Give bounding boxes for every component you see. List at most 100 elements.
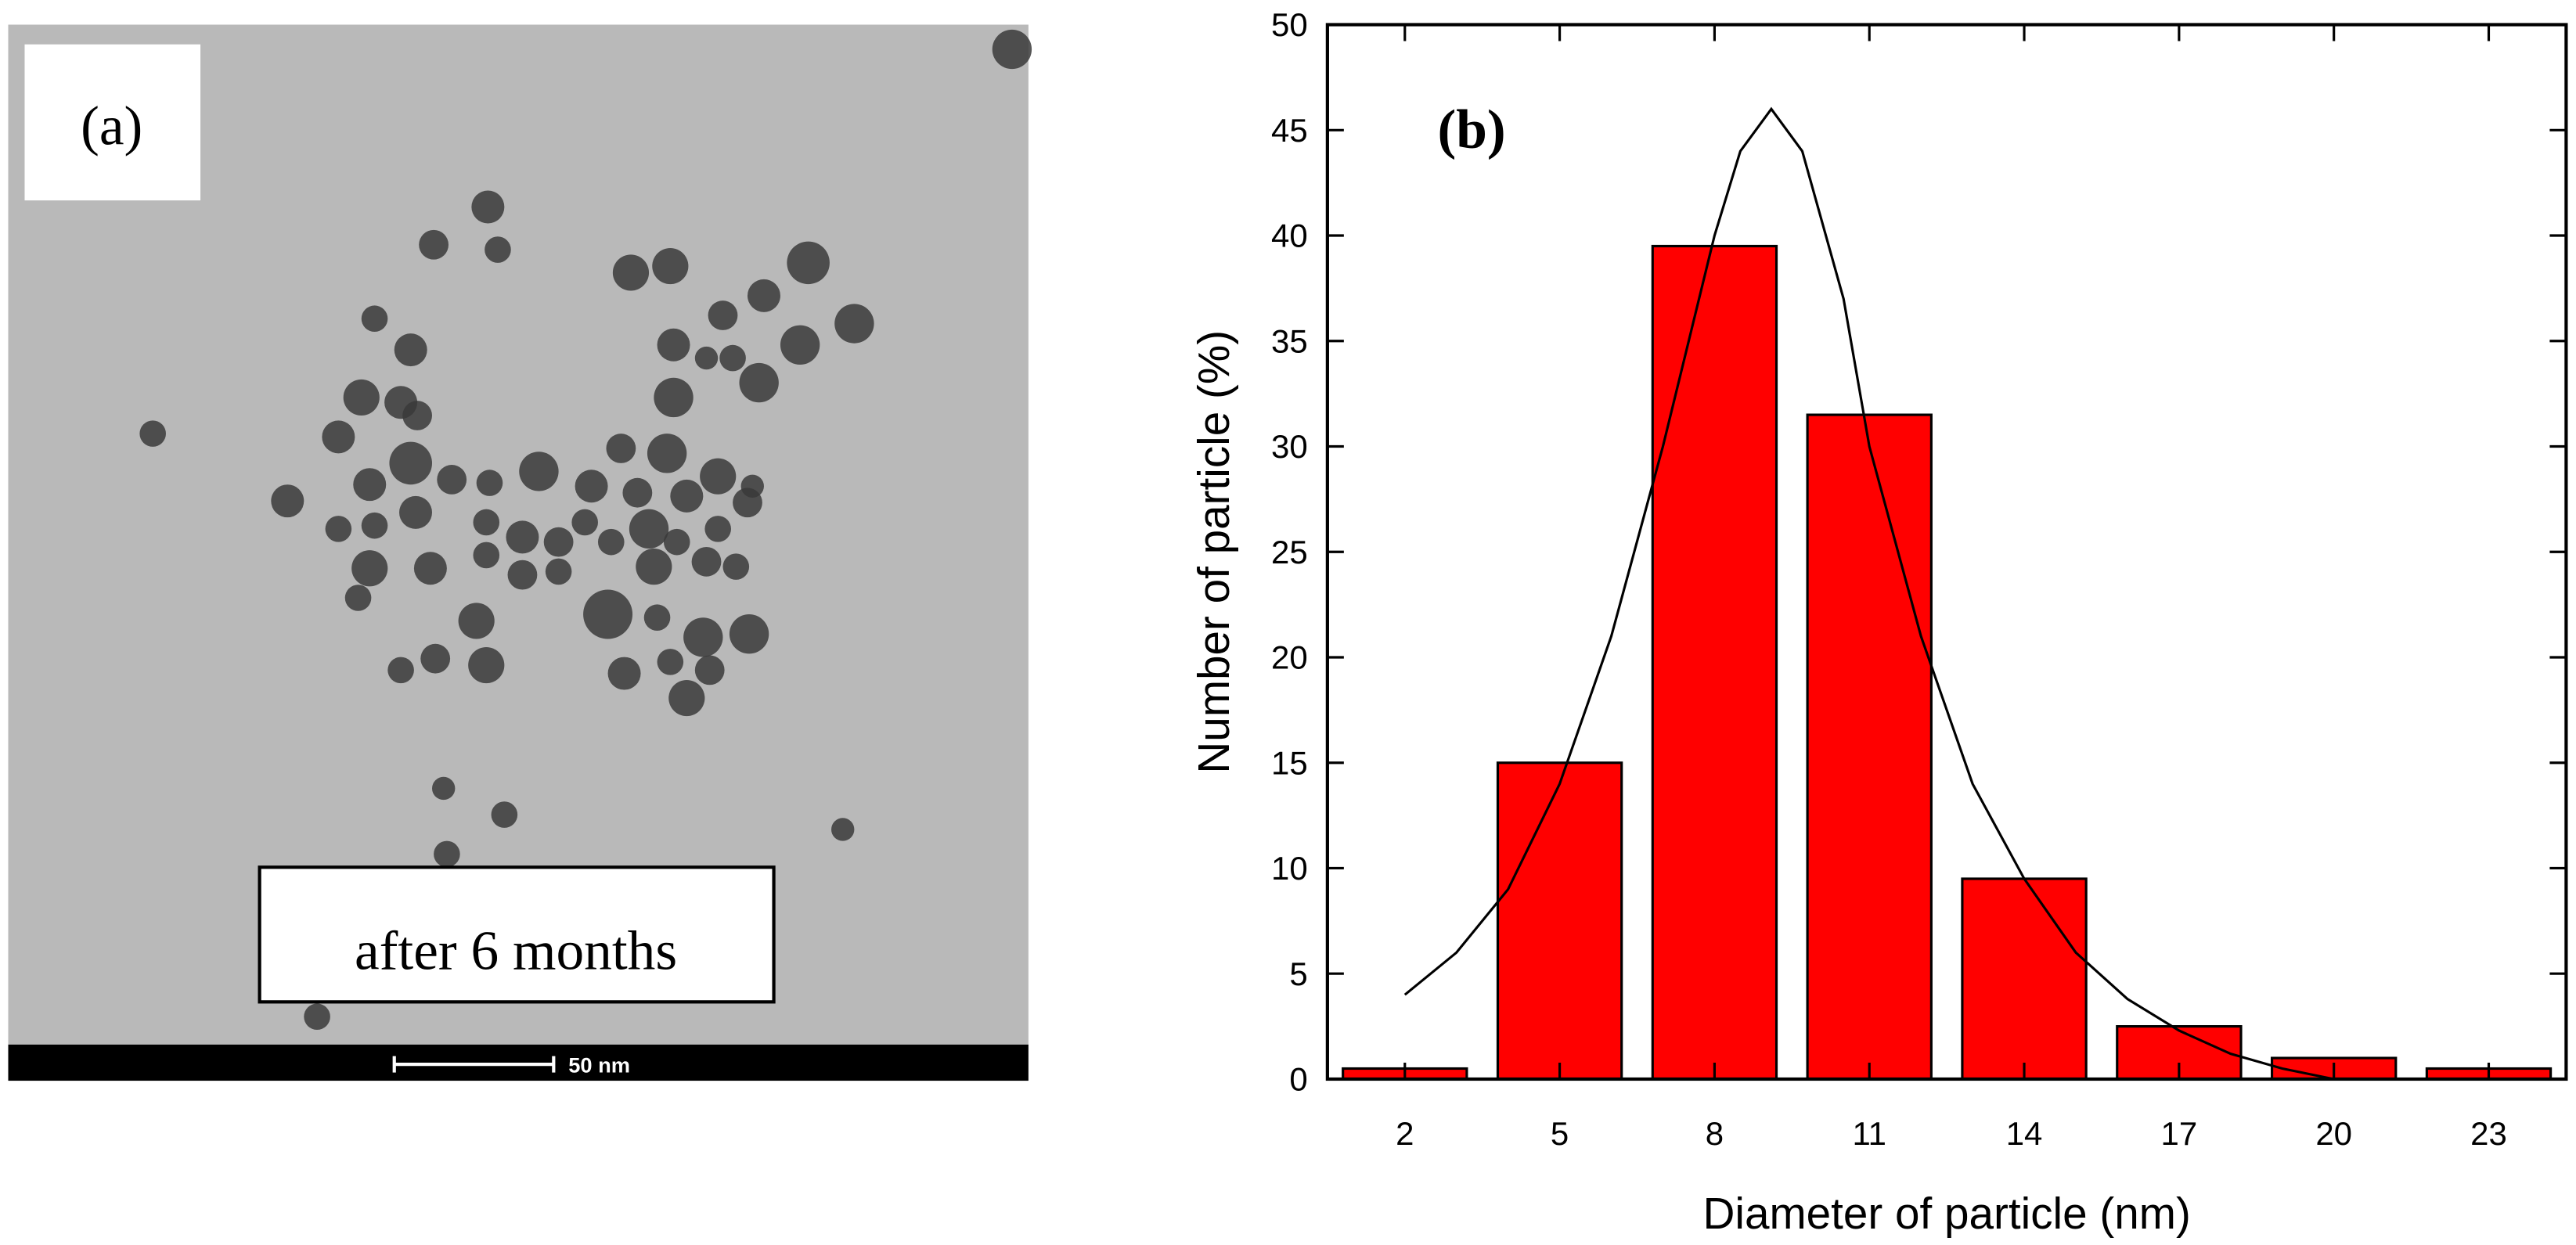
y-tick-label: 10 bbox=[1271, 850, 1308, 887]
particle bbox=[663, 528, 690, 556]
particle bbox=[468, 646, 505, 684]
particle bbox=[647, 434, 687, 473]
particle bbox=[606, 434, 636, 463]
particle bbox=[476, 470, 503, 496]
x-tick-label: 2 bbox=[1396, 1115, 1414, 1152]
particle bbox=[694, 655, 725, 685]
bar bbox=[1496, 761, 1623, 1081]
particle bbox=[353, 468, 387, 502]
fit-curve bbox=[1403, 106, 2335, 1081]
particle bbox=[834, 304, 874, 344]
particle bbox=[139, 420, 166, 447]
panel-label: (b) bbox=[1437, 99, 1505, 160]
particle bbox=[597, 528, 625, 556]
particle bbox=[831, 818, 855, 841]
y-tick-label: 5 bbox=[1289, 955, 1307, 992]
caption-box bbox=[258, 865, 776, 1004]
particle bbox=[719, 344, 746, 372]
bar bbox=[1961, 877, 2088, 1081]
particle bbox=[344, 585, 372, 611]
particle bbox=[434, 840, 460, 868]
particle bbox=[691, 546, 722, 577]
y-tick-label: 20 bbox=[1271, 639, 1308, 676]
histogram: (b) Diameter of particle (nm) Number of … bbox=[1190, 6, 2568, 1239]
x-tick-label: 8 bbox=[1706, 1115, 1724, 1152]
particle bbox=[402, 401, 432, 430]
particle bbox=[473, 542, 500, 569]
particle bbox=[722, 553, 750, 580]
particle bbox=[739, 362, 779, 403]
particle bbox=[747, 279, 780, 312]
y-tick-label: 40 bbox=[1271, 218, 1308, 254]
particle bbox=[704, 516, 731, 542]
particle bbox=[413, 552, 447, 585]
y-tick-label: 45 bbox=[1271, 112, 1308, 149]
y-tick-label: 35 bbox=[1271, 322, 1308, 359]
y-tick-label: 50 bbox=[1271, 6, 1308, 43]
particle bbox=[471, 190, 505, 224]
particle bbox=[485, 236, 511, 263]
particle bbox=[361, 512, 388, 539]
particle bbox=[519, 452, 559, 491]
particle bbox=[657, 649, 684, 675]
particle bbox=[780, 325, 820, 365]
particle bbox=[708, 300, 738, 330]
particle bbox=[694, 346, 719, 370]
particle bbox=[571, 509, 598, 536]
bar bbox=[1806, 413, 1933, 1081]
particle bbox=[399, 495, 432, 529]
particle bbox=[351, 550, 388, 587]
particle bbox=[387, 657, 414, 684]
particle bbox=[325, 516, 352, 542]
particle bbox=[394, 333, 427, 367]
x-tick-label: 5 bbox=[1551, 1115, 1569, 1152]
x-tick-label: 23 bbox=[2470, 1115, 2507, 1152]
y-tick-label: 25 bbox=[1271, 534, 1308, 570]
scale-label: 50 nm bbox=[568, 1053, 630, 1078]
particle bbox=[507, 560, 538, 590]
particle bbox=[420, 643, 451, 674]
x-tick-label: 20 bbox=[2315, 1115, 2352, 1152]
particle bbox=[419, 229, 449, 260]
particle bbox=[612, 254, 650, 291]
particle bbox=[575, 470, 608, 503]
particle bbox=[506, 520, 539, 554]
particle bbox=[271, 484, 304, 518]
x-tick-label: 14 bbox=[2006, 1115, 2043, 1152]
particle bbox=[545, 558, 572, 585]
x-axis-title: Diameter of particle (nm) bbox=[1702, 1189, 2190, 1239]
particle bbox=[304, 1003, 330, 1031]
particle bbox=[668, 679, 705, 717]
particle bbox=[437, 465, 467, 495]
particle bbox=[652, 247, 689, 285]
y-tick-label: 15 bbox=[1271, 744, 1308, 781]
particle bbox=[543, 527, 574, 557]
particle bbox=[654, 377, 694, 418]
particle bbox=[629, 509, 669, 549]
particle bbox=[729, 614, 769, 654]
particle bbox=[343, 379, 380, 416]
particle bbox=[992, 29, 1032, 70]
particle bbox=[622, 477, 653, 508]
particle bbox=[491, 801, 518, 828]
y-tick-label: 30 bbox=[1271, 428, 1308, 465]
caption: after 6 months bbox=[355, 919, 677, 981]
particle bbox=[683, 617, 723, 657]
particle bbox=[787, 241, 830, 285]
x-tick-label: 17 bbox=[2161, 1115, 2198, 1152]
particle bbox=[733, 488, 762, 518]
particle bbox=[657, 328, 690, 362]
tem-panel: 50 nm (a) after 6 months bbox=[8, 24, 1032, 1081]
particles bbox=[139, 29, 1032, 1031]
particle bbox=[361, 305, 388, 333]
bar bbox=[1651, 244, 1778, 1081]
particle bbox=[643, 604, 671, 631]
particle bbox=[607, 657, 641, 690]
particle bbox=[700, 458, 737, 495]
particle bbox=[583, 589, 633, 639]
particle bbox=[431, 776, 456, 801]
x-tick-label: 11 bbox=[1852, 1115, 1886, 1152]
particle bbox=[458, 603, 495, 639]
y-tick-label: 0 bbox=[1289, 1061, 1307, 1098]
